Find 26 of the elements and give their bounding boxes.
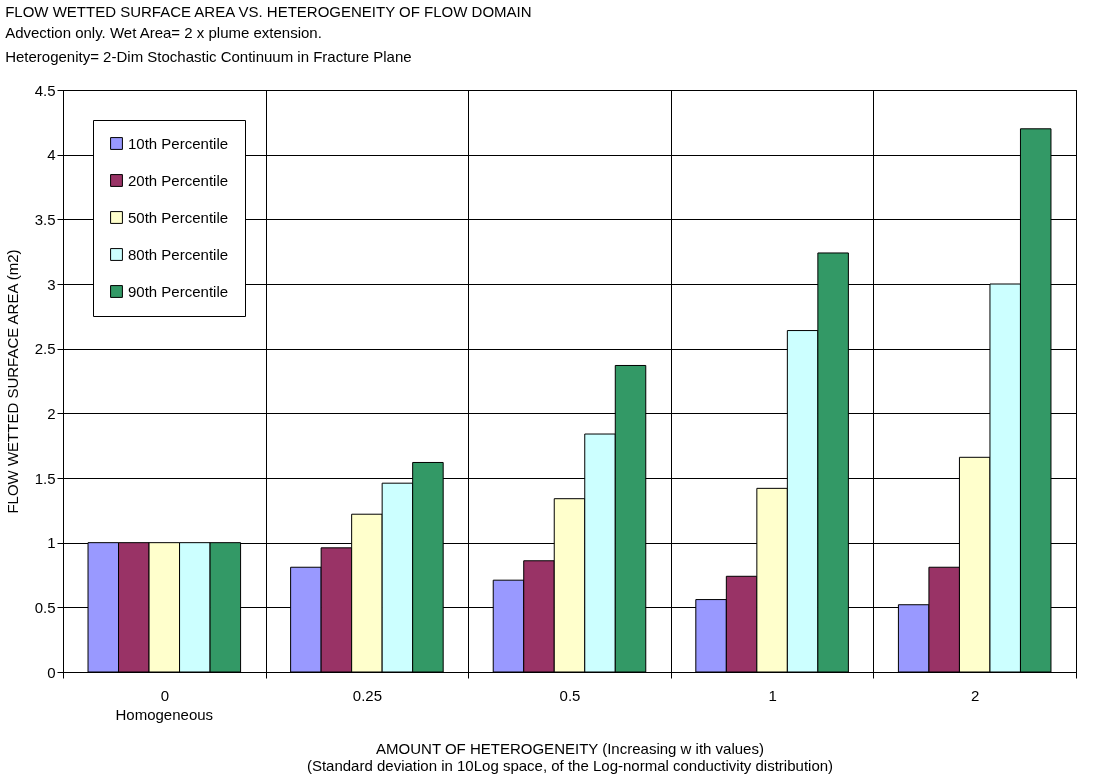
y-tick-label: 0.5	[34, 598, 56, 616]
chart-subtitle: Advection only. Wet Area= 2 x plume extension. Heterogenity= 2-Dim Stochastic Continuum in Fracture Plane	[5, 24, 412, 65]
chart-title: FLOW WETTED SURFACE AREA VS. HETEROGENEITY OF FLOW DOMAIN	[5, 3, 532, 20]
x-tick-label: 0	[160, 686, 169, 704]
x-axis-title: AMOUNT OF HETEROGENEITY (Increasing w ith values)	[376, 739, 764, 757]
y-tick-label: 1.5	[34, 469, 56, 487]
x-tick-label: 2	[971, 686, 980, 704]
legend-label: 50th Percentile	[128, 208, 229, 226]
y-tick-label: 0	[47, 663, 56, 681]
y-tick-label: 2.5	[34, 340, 56, 358]
y-tick-label: 4.5	[34, 81, 56, 99]
y-tick-label: 1	[47, 534, 56, 552]
x-tick-label: 0.25	[352, 686, 382, 704]
text: (Standard deviation in 10Log space, of the Log-normal conductivity distribution)	[306, 756, 834, 774]
legend-label: 90th Percentile	[128, 282, 229, 300]
legend-label: 20th Percentile	[128, 171, 229, 189]
legend-label: 80th Percentile	[128, 245, 229, 263]
y-tick-label: 4	[47, 146, 56, 164]
y-tick-label: 3.5	[34, 210, 56, 228]
x-tick-label: 0.5	[559, 686, 581, 704]
text: Homogeneous	[115, 706, 214, 723]
y-axis-title: FLOW WETTED SURFACE AREA (m2)	[3, 249, 21, 514]
y-tick-label: 3	[47, 275, 56, 293]
x-tick-label: 1	[768, 686, 777, 704]
y-tick-label: 2	[47, 404, 56, 422]
legend-label: 10th Percentile	[128, 134, 229, 152]
